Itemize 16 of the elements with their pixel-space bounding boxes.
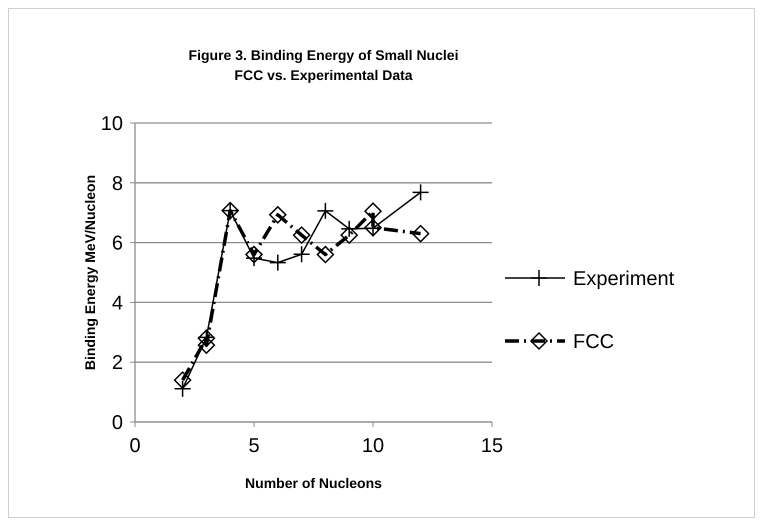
x-tick-label: 0 [129,435,141,457]
chart-title: Figure 3. Binding Energy of Small Nuclei [188,47,458,63]
y-axis-title: Binding Energy MeV/Nucleon [82,174,98,370]
y-tick-label: 6 [112,232,123,255]
y-tick-label: 0 [112,412,123,434]
x-tick-label: 10 [362,435,384,457]
chart-subtitle: FCC vs. Experimental Data [234,67,413,83]
y-tick-label: 10 [100,113,123,135]
legend-label: Experiment [573,268,675,290]
x-tick-label: 15 [480,435,504,457]
legend-label: FCC [573,331,614,353]
y-tick-label: 8 [112,172,123,195]
x-tick-label: 5 [248,435,260,457]
y-tick-label: 2 [112,352,123,374]
x-axis-title: Number of Nucleons [245,475,382,491]
y-tick-label: 4 [112,292,123,314]
